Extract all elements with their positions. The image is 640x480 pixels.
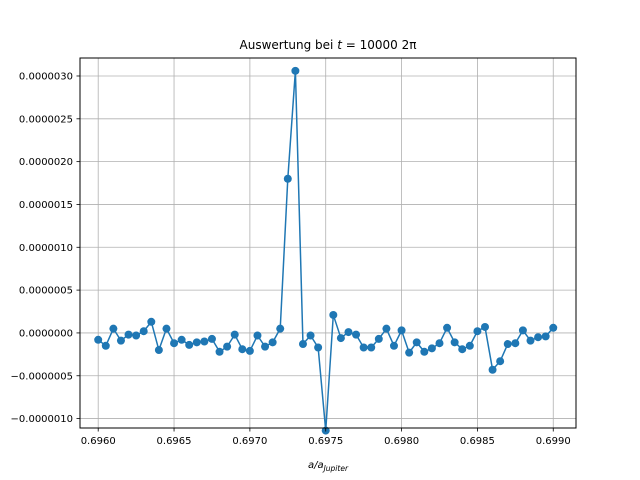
x-tick-label: 0.6970 [232, 436, 267, 447]
x-tick-label: 0.6990 [536, 436, 571, 447]
x-tick-label: 0.6975 [308, 436, 343, 447]
data-point [207, 334, 216, 343]
data-point [268, 338, 277, 347]
data-point [458, 345, 467, 354]
axes-frame [79, 57, 577, 429]
data-point [389, 341, 398, 350]
y-tick-label: 0.0000015 [19, 200, 73, 211]
data-point [276, 324, 285, 333]
data-point [139, 327, 148, 336]
data-point [465, 341, 474, 350]
data-point [154, 346, 163, 355]
data-point [496, 357, 505, 366]
data-point [306, 331, 315, 340]
data-point [291, 66, 300, 75]
data-point [245, 346, 254, 355]
data-point [200, 337, 209, 346]
data-point [223, 342, 232, 351]
data-point [420, 347, 429, 356]
y-tick-label: −0.0000005 [11, 371, 73, 382]
data-point [526, 336, 535, 345]
data-point [261, 342, 270, 351]
data-point [109, 324, 118, 333]
ticks: 0.6960 0.6965 0.6970 0.6975 0.6980 0.6985 0.69… [11, 71, 571, 447]
data-point [549, 323, 558, 332]
data-point [162, 324, 171, 333]
data-point [147, 317, 156, 326]
data-point [177, 335, 186, 344]
data-point [185, 340, 194, 349]
data-point [541, 332, 550, 341]
y-tick-label: 0.0000025 [19, 114, 73, 125]
data-point [473, 327, 482, 336]
data-point [534, 333, 543, 342]
data-point [359, 343, 368, 352]
data-point [336, 334, 345, 343]
y-tick-label: 0.0000000 [19, 328, 73, 339]
data-point [132, 331, 141, 340]
data-point [238, 345, 247, 354]
data-point [352, 330, 361, 339]
data-point [435, 339, 444, 348]
data-point [170, 339, 179, 348]
data-point [443, 323, 452, 332]
data-point [329, 310, 338, 319]
data-point [480, 322, 489, 331]
data-point [397, 326, 406, 335]
data-point [298, 340, 307, 349]
data-point [427, 344, 436, 353]
data-point [101, 341, 110, 350]
x-axis-label: a/aJupiter [308, 460, 349, 473]
data-point [94, 335, 103, 344]
data-point [215, 347, 224, 356]
data-point [412, 338, 421, 347]
data-point [314, 343, 323, 352]
y-tick-label: 0.0000020 [19, 157, 73, 168]
y-tick-label: 0.0000005 [19, 286, 73, 297]
data-point [192, 338, 201, 347]
y-tick-label: 0.0000030 [19, 71, 73, 82]
data-point [503, 340, 512, 349]
data-point [283, 174, 292, 183]
x-tick-label: 0.6985 [460, 436, 495, 447]
data-point [518, 326, 527, 335]
data-point [374, 334, 383, 343]
data-point [116, 336, 125, 345]
x-tick-label: 0.6980 [384, 436, 419, 447]
data-point [124, 330, 133, 339]
data-point [253, 331, 262, 340]
data-point [405, 348, 414, 357]
data-point [488, 365, 497, 374]
data-point [230, 330, 239, 339]
y-tick-label: 0.0000010 [19, 243, 73, 254]
x-tick-label: 0.6965 [157, 436, 192, 447]
y-tick-label: −0.0000010 [11, 414, 73, 425]
data-point [367, 343, 376, 352]
data-point [344, 328, 353, 337]
data-point [511, 339, 520, 348]
grid [80, 58, 576, 428]
x-tick-label: 0.6960 [81, 436, 116, 447]
data-point [450, 338, 459, 347]
chart-title: Auswertung bei t = 10000 2π [240, 38, 417, 52]
data-point [382, 324, 391, 333]
